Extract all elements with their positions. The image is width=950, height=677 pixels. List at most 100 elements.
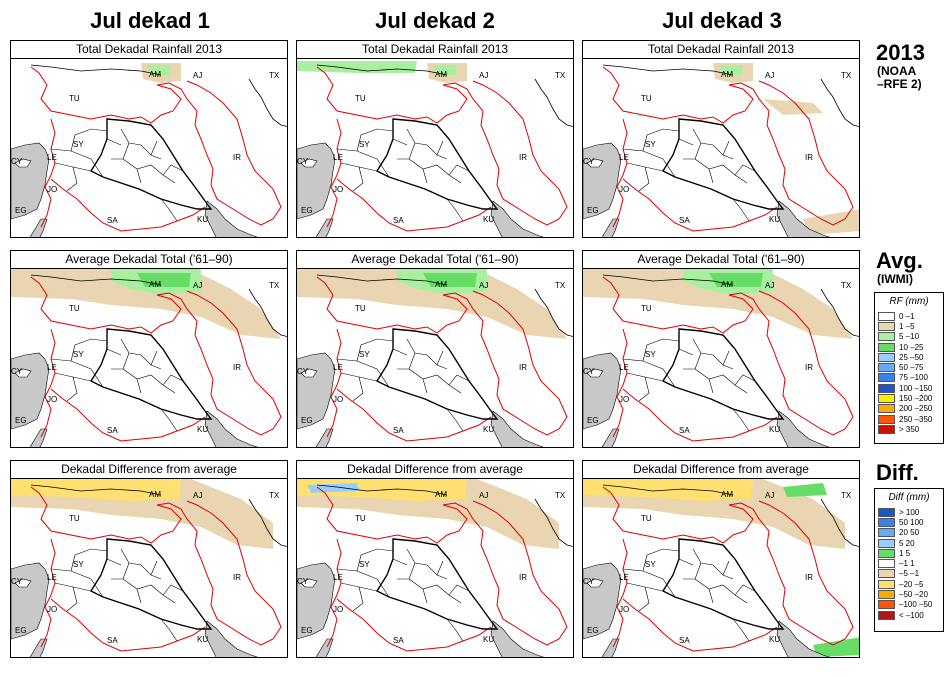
label-cy: CY xyxy=(297,367,309,376)
difference-legend-label: –50 –20 xyxy=(899,590,928,600)
region-map: AM AJ TX TU SY CY LE JO EG IR SA KU xyxy=(11,63,287,237)
label-cy: CY xyxy=(11,577,23,586)
rainfall-legend-label: 200 –250 xyxy=(899,404,933,414)
map-panel: Dekadal Difference from average AM AJ TX… xyxy=(296,460,574,658)
persian-gulf xyxy=(776,620,830,657)
map-panel: Total Dekadal Rainfall 2013 AM AJ TX TU … xyxy=(296,40,574,238)
province-lines xyxy=(622,128,756,222)
label-cy: CY xyxy=(297,157,309,166)
label-le: LE xyxy=(619,153,629,162)
difference-legend-row: 20 50 xyxy=(878,528,940,538)
province-lines xyxy=(622,338,756,432)
panel-title: Dekadal Difference from average xyxy=(583,461,859,479)
red-sea xyxy=(29,638,48,657)
persian-gulf xyxy=(490,410,544,447)
caspian-coast xyxy=(534,288,573,337)
label-eg: EG xyxy=(587,626,599,635)
label-ir: IR xyxy=(519,573,527,582)
difference-legend-row: –20 –5 xyxy=(878,579,940,589)
avg-source-label: (IWMI) xyxy=(877,272,913,286)
map-panel: Average Dekadal Total ('61–90) AM AJ TX … xyxy=(10,250,288,448)
cyprus-island xyxy=(300,158,318,168)
caspian-coast xyxy=(534,498,573,547)
arabia-border xyxy=(622,598,778,652)
arabia-border xyxy=(336,598,492,652)
arabia-border xyxy=(622,178,778,232)
turkey-border xyxy=(602,276,754,334)
rainfall-legend-row: 75 –100 xyxy=(878,373,940,383)
label-eg: EG xyxy=(15,626,27,635)
label-le: LE xyxy=(333,573,343,582)
label-cy: CY xyxy=(297,577,309,586)
label-le: LE xyxy=(47,363,57,372)
label-ir: IR xyxy=(233,363,241,372)
label-ku: KU xyxy=(197,635,208,644)
difference-legend-swatch xyxy=(878,579,895,589)
red-sea xyxy=(601,428,620,447)
difference-legend-row: –5 –1 xyxy=(878,569,940,579)
rain-area-light xyxy=(583,269,853,339)
rainfall-legend-swatch xyxy=(878,414,895,424)
black-sea-coast xyxy=(30,484,162,496)
difference-legend-swatch xyxy=(878,548,895,558)
levant-border xyxy=(326,538,342,648)
rainfall-legend-swatch xyxy=(878,321,895,331)
persian-gulf xyxy=(204,410,258,447)
label-cy: CY xyxy=(583,577,595,586)
label-ir: IR xyxy=(519,153,527,162)
label-tu: TU xyxy=(355,514,366,523)
label-ir: IR xyxy=(805,573,813,582)
province-lines xyxy=(336,338,470,432)
rain-area-moderate xyxy=(297,61,417,73)
turkey-border xyxy=(602,486,754,544)
caspian-coast xyxy=(248,78,287,127)
levant-border xyxy=(40,118,56,228)
label-sy: SY xyxy=(359,350,370,359)
label-tu: TU xyxy=(69,304,80,313)
label-ir: IR xyxy=(805,363,813,372)
label-jo: JO xyxy=(47,395,57,404)
caspian-coast xyxy=(820,78,859,127)
label-eg: EG xyxy=(301,206,313,215)
difference-legend-swatch xyxy=(878,559,895,569)
persian-gulf xyxy=(490,200,544,237)
label-le: LE xyxy=(619,363,629,372)
red-sea xyxy=(29,428,48,447)
label-aj: AJ xyxy=(765,281,774,290)
panel-title: Dekadal Difference from average xyxy=(297,461,573,479)
label-tx: TX xyxy=(841,281,852,290)
levant-border xyxy=(612,328,628,438)
black-sea-coast xyxy=(30,64,162,76)
label-le: LE xyxy=(47,573,57,582)
region-map: AM AJ TX TU SY CY LE JO EG IR SA KU xyxy=(583,269,859,447)
difference-legend-label: –100 –50 xyxy=(899,600,933,610)
iraq-outline xyxy=(89,118,213,210)
label-sa: SA xyxy=(107,426,118,435)
rainfall-legend-row: 1 –5 xyxy=(878,321,940,331)
rainfall-legend-row: 50 –75 xyxy=(878,362,940,373)
rain-area-moderate xyxy=(147,65,171,75)
label-cy: CY xyxy=(583,157,595,166)
black-sea-coast xyxy=(316,484,448,496)
turkey-border xyxy=(316,486,468,544)
rainfall-legend-row: 100 –150 xyxy=(878,383,940,393)
diff-area-surplus xyxy=(813,637,859,657)
black-sea-coast xyxy=(602,64,734,76)
diff-label: Diff. xyxy=(876,460,919,485)
caspian-coast xyxy=(248,498,287,547)
label-jo: JO xyxy=(619,185,629,194)
difference-legend-label: > 100 xyxy=(899,507,920,517)
map-panel: Total Dekadal Rainfall 2013 AM AJ TX TU … xyxy=(10,40,288,238)
iraq-outline xyxy=(375,118,499,210)
label-sy: SY xyxy=(73,560,84,569)
label-jo: JO xyxy=(333,185,343,194)
difference-legend-row: 5 20 xyxy=(878,538,940,548)
iran-border xyxy=(156,80,282,226)
map-panel: Total Dekadal Rainfall 2013 AM AJ TX TU … xyxy=(582,40,860,238)
persian-gulf xyxy=(776,200,830,237)
cyprus-island xyxy=(300,578,318,588)
rainfall-legend-swatch xyxy=(878,352,895,362)
rainfall-legend-label: 5 –10 xyxy=(899,332,920,342)
label-cy: CY xyxy=(11,157,23,166)
label-am: AM xyxy=(149,490,161,499)
